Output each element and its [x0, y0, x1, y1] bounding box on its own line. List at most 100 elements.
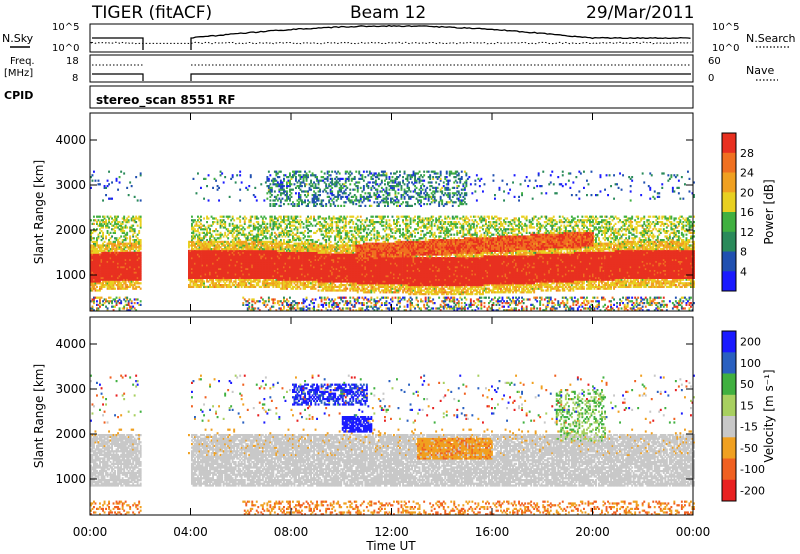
power-cell	[126, 237, 128, 239]
cpid-value: stereo_scan 8551 RF	[96, 93, 235, 108]
power-cell	[137, 298, 139, 300]
power-cell	[135, 176, 137, 178]
power-cell	[102, 199, 104, 201]
power-cell	[126, 187, 128, 189]
power-cell	[128, 216, 130, 218]
power-cell	[93, 216, 95, 218]
power-cell	[95, 180, 97, 182]
power-cell	[140, 304, 142, 306]
power-cell	[99, 216, 101, 218]
nsky-curve	[92, 26, 691, 51]
power-cell	[126, 226, 128, 228]
power-cell	[134, 228, 136, 230]
power-cell	[126, 232, 128, 234]
power-cell	[111, 198, 113, 200]
freq-panel: Freq. [MHz] 18 8 60 0 Nave	[4, 55, 778, 84]
nsky-tick-top: 10^5	[52, 22, 79, 33]
nave-line	[92, 74, 691, 81]
power-cell	[92, 180, 94, 182]
power-cell	[120, 171, 122, 173]
power-cell	[114, 288, 116, 290]
power-cell	[123, 216, 125, 218]
power-cell	[93, 237, 95, 239]
power-cell	[99, 183, 101, 185]
power-cell	[140, 282, 142, 284]
power-cell	[105, 194, 107, 196]
power-cell	[129, 235, 131, 237]
power-cell	[105, 219, 107, 221]
nsky-tick-bottom: 10^0	[52, 43, 79, 54]
power-cell	[111, 235, 113, 237]
power-cell	[128, 219, 130, 221]
power-cell	[134, 196, 136, 198]
power-cell	[138, 230, 140, 232]
power-cell	[116, 297, 118, 299]
nave-tick-top: 60	[708, 56, 721, 67]
power-cell	[140, 216, 142, 218]
power-cell	[110, 297, 112, 299]
power-cell	[102, 232, 104, 234]
nsky-panel: N.Sky 10^5 10^0 10^5 10^0 N.Search	[2, 22, 796, 54]
freq-label: Freq.	[10, 56, 35, 67]
power-cell	[119, 297, 121, 299]
nsearch-curve	[90, 42, 691, 43]
power-cell	[191, 216, 193, 218]
power-cell	[131, 185, 133, 187]
power-cell	[93, 171, 95, 173]
power-cell	[134, 302, 136, 304]
power-cell	[140, 239, 142, 241]
power-cell	[120, 235, 122, 237]
power-cell	[140, 252, 142, 254]
power-cell	[140, 288, 142, 290]
power-cell	[101, 297, 103, 299]
power-cell	[129, 181, 131, 183]
cpid-panel: CPID stereo_scan 8551 RF	[4, 86, 693, 108]
power-cell	[128, 194, 130, 196]
power-cell	[120, 300, 122, 302]
power-cell	[96, 300, 98, 302]
plot-title: TIGER (fitACF)	[91, 3, 212, 23]
power-cell	[132, 225, 134, 227]
power-cell	[93, 223, 95, 225]
power-cell	[119, 181, 121, 183]
power-cell	[193, 178, 195, 180]
freq-tick-bottom: 8	[72, 73, 78, 84]
power-cell	[108, 183, 110, 185]
power-cell	[108, 171, 110, 173]
nsearch-label: N.Search	[746, 32, 796, 45]
power-cell	[131, 300, 133, 302]
date-label: 29/Mar/2011	[586, 3, 694, 23]
power-cell	[107, 307, 109, 309]
freq-unit: [MHz]	[4, 68, 33, 79]
power-cell	[123, 172, 125, 174]
power-cell	[104, 216, 106, 218]
power-cell	[108, 226, 110, 228]
power-cell	[98, 180, 100, 182]
power-cell	[119, 176, 121, 178]
power-panel: 1000200030004000 Slant Range [km] 481216…	[32, 113, 776, 311]
power-cell	[92, 306, 94, 308]
nsearch-tick-top: 10^5	[712, 22, 739, 33]
power-cell	[140, 300, 142, 302]
power-cell	[123, 230, 125, 232]
power-cell	[107, 230, 109, 232]
power-cell	[96, 286, 98, 288]
radar-summary-plot: TIGER (fitACF) Beam 12 29/Mar/2011 N.Sky…	[0, 0, 800, 554]
beam-label: Beam 12	[350, 3, 426, 23]
power-cell	[137, 225, 139, 227]
nsearch-tick-bottom: 10^0	[712, 43, 739, 54]
cpid-label: CPID	[4, 89, 33, 102]
power-cell	[126, 297, 128, 299]
power-cell	[92, 174, 94, 176]
power-cell	[135, 221, 137, 223]
power-cell	[119, 307, 121, 309]
power-cell	[104, 241, 106, 243]
power-cell	[105, 235, 107, 237]
power-cell	[140, 199, 142, 201]
power-cell	[110, 232, 112, 234]
nave-label: Nave	[746, 64, 774, 77]
freq-frame	[90, 55, 693, 82]
power-cell	[117, 189, 119, 191]
power-cell	[140, 172, 142, 174]
power-cell	[117, 216, 119, 218]
